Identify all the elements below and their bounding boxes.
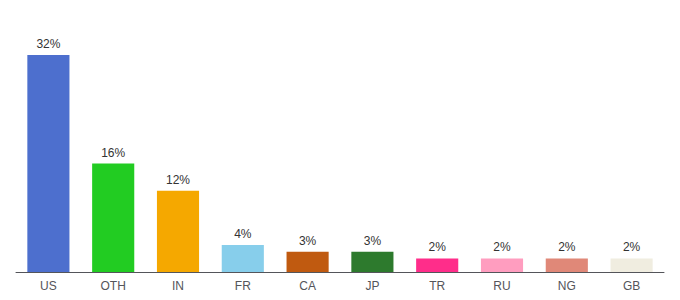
svg-text:4%: 4% [234, 227, 252, 241]
svg-text:OTH: OTH [101, 279, 126, 293]
svg-text:NG: NG [558, 279, 576, 293]
svg-text:2%: 2% [558, 240, 576, 254]
svg-text:12%: 12% [166, 173, 190, 187]
svg-text:GB: GB [623, 279, 640, 293]
svg-text:32%: 32% [36, 37, 60, 51]
svg-text:TR: TR [429, 279, 445, 293]
svg-text:2%: 2% [429, 240, 447, 254]
svg-text:IN: IN [172, 279, 184, 293]
svg-text:US: US [40, 279, 57, 293]
svg-text:16%: 16% [101, 146, 125, 160]
svg-text:CA: CA [299, 279, 316, 293]
svg-text:2%: 2% [493, 240, 511, 254]
svg-text:3%: 3% [364, 234, 382, 248]
svg-text:JP: JP [365, 279, 379, 293]
svg-text:FR: FR [235, 279, 251, 293]
svg-text:3%: 3% [299, 234, 317, 248]
svg-text:RU: RU [493, 279, 510, 293]
svg-text:2%: 2% [623, 240, 641, 254]
